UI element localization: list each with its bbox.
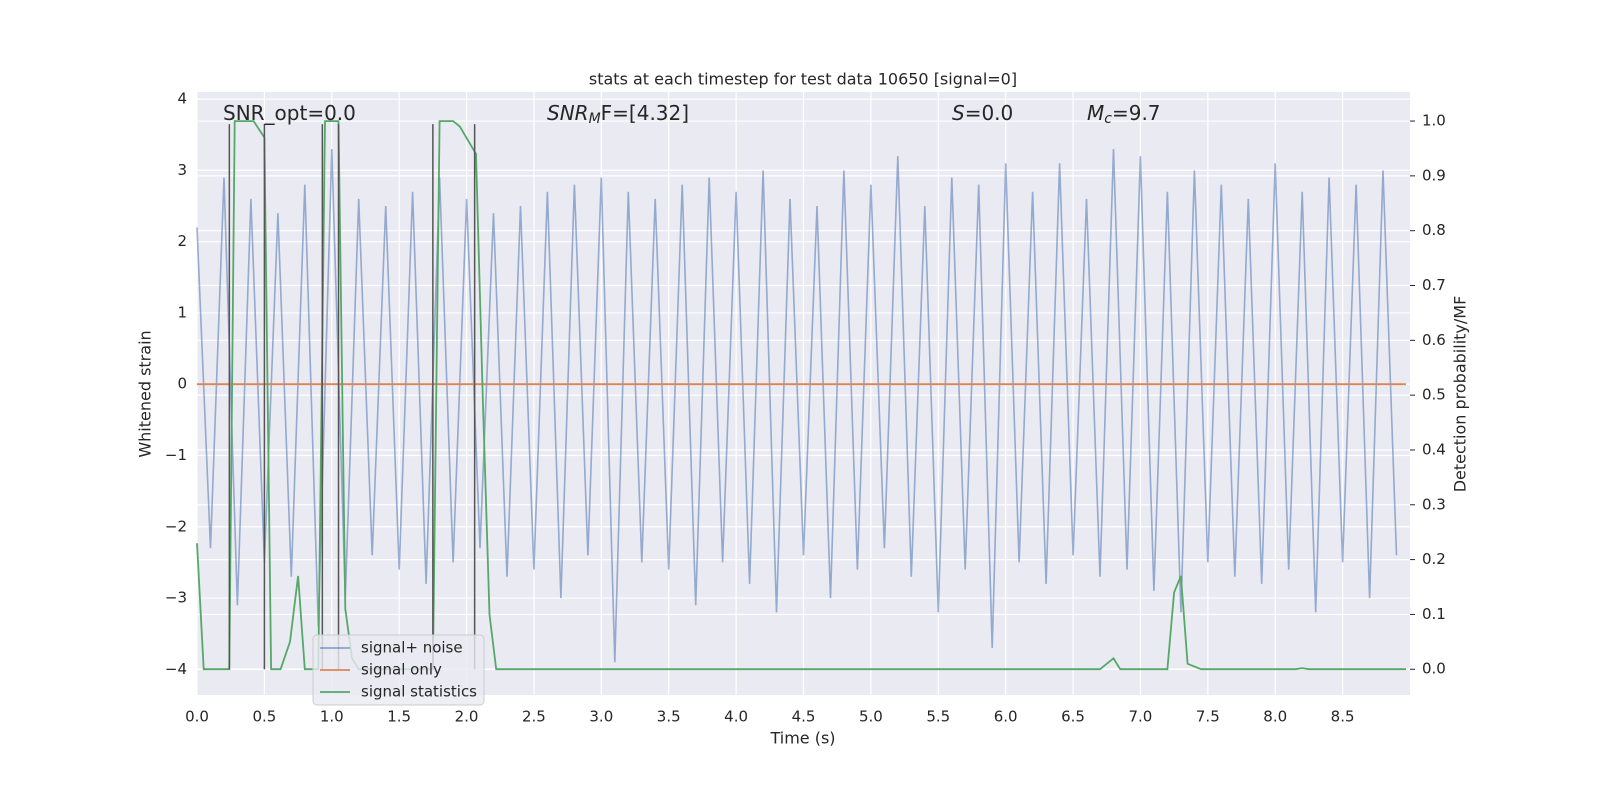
x-tick-label: 8.5 [1331,708,1355,726]
y2-tick-label: 0.1 [1422,605,1446,623]
annotation-part: SNR_opt=0.0 [223,101,356,125]
x-tick-label: 0.0 [185,708,209,726]
x-tick-label: 2.5 [522,708,546,726]
series-line [196,148,1398,663]
y-tick-label: −4 [165,660,187,678]
y-axis-label: Whitened strain [136,330,155,457]
legend: signal+ noise signal only signal statistic… [312,634,485,706]
y2-tick-label: 0.2 [1422,550,1446,568]
x-tick-label: 3.0 [589,708,613,726]
y2-tick-label: 0.9 [1422,166,1446,184]
x-axis-label: Time (s) [769,729,835,748]
y-tick-label: 1 [177,303,187,321]
x-tick-label: 1.0 [320,708,344,726]
x-tick-label: 5.5 [926,708,950,726]
annotation-part: F=[4.32] [601,101,689,125]
legend-box [312,634,485,706]
annotation: SNRMF=[4.32] [547,101,689,128]
x-tick-label: 8.0 [1263,708,1287,726]
x-tick-label: 1.5 [387,708,411,726]
legend-label: signal statistics [361,683,477,701]
y-tick-label: −3 [165,589,187,607]
x-tick-label: 2.0 [455,708,479,726]
annotation: SNR_opt=0.0 [223,101,356,125]
x-tick-label: 6.0 [994,708,1018,726]
y2-tick-label: 0.7 [1422,276,1446,294]
y2-tick-label: 0.8 [1422,221,1446,239]
annotation-part: M [1087,101,1104,125]
y-tick-label: −2 [165,517,187,535]
annotation: S=0.0 [952,101,1013,125]
annotation-part: =9.7 [1112,101,1161,125]
annotation: Mc=9.7 [1087,101,1161,128]
x-tick-label: 6.5 [1061,708,1085,726]
x-tick-label: 3.5 [657,708,681,726]
legend-label: signal+ noise [361,639,463,657]
x-tick-label: 0.5 [252,708,276,726]
y2-axis-label: Detection probability/MF [1451,296,1470,493]
legend-label: signal only [361,661,442,679]
chart-title: stats at each timestep for test data 106… [589,70,1017,89]
annotation-part: SNR [547,101,589,125]
x-tick-label: 4.0 [724,708,748,726]
y2-tick-label: 0.6 [1422,331,1446,349]
y-tick-label: 4 [177,90,187,108]
y-tick-label: 0 [177,375,187,393]
x-tick-label: 7.5 [1196,708,1220,726]
y2-tick-label: 0.3 [1422,495,1446,513]
y2-tick-label: 0.5 [1422,386,1446,404]
annotation-part: M [589,111,601,127]
annotation-part: =0.0 [965,101,1014,125]
annotation-part: S [952,101,965,125]
y-tick-label: 2 [177,232,187,250]
y2-tick-label: 1.0 [1422,112,1446,130]
x-tick-label: 5.0 [859,708,883,726]
x-tick-label: 7.0 [1129,708,1153,726]
y2-tick-label: 0.4 [1422,440,1446,458]
y-tick-label: −1 [165,446,187,464]
annotation-part: c [1104,111,1112,127]
x-tick-label: 4.5 [792,708,816,726]
y2-tick-label: 0.0 [1422,660,1446,678]
y-tick-label: 3 [177,161,187,179]
